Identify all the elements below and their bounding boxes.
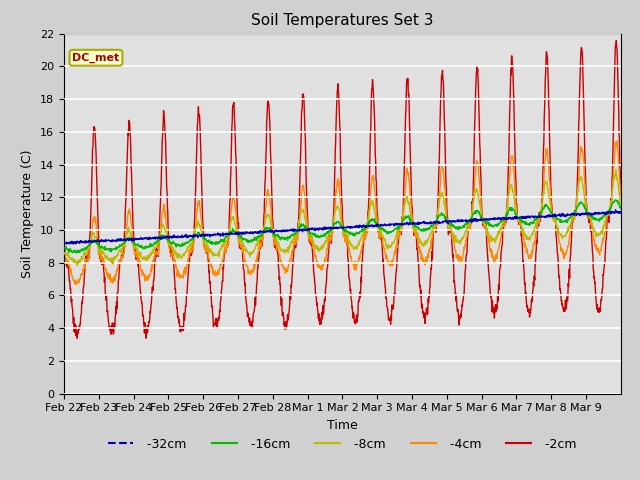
Title: Soil Temperatures Set 3: Soil Temperatures Set 3: [251, 13, 434, 28]
Legend:  -32cm,  -16cm,  -8cm,  -4cm,  -2cm: -32cm, -16cm, -8cm, -4cm, -2cm: [103, 433, 582, 456]
Text: DC_met: DC_met: [72, 53, 120, 63]
X-axis label: Time: Time: [327, 419, 358, 432]
Y-axis label: Soil Temperature (C): Soil Temperature (C): [22, 149, 35, 278]
